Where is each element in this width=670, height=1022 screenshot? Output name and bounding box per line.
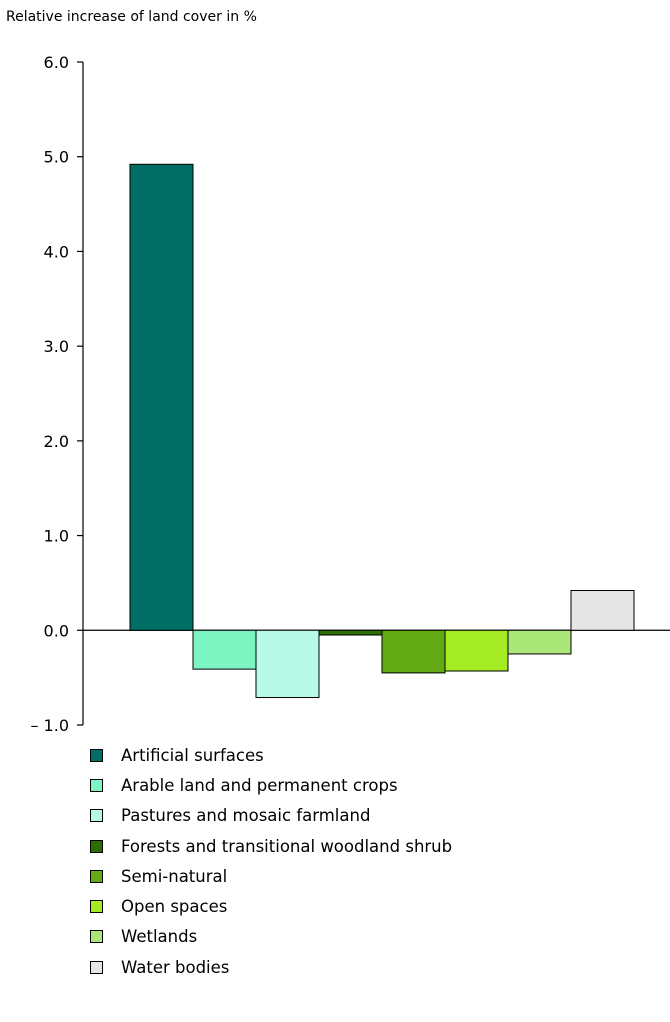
legend-item: Semi-natural <box>90 861 452 891</box>
legend-item: Artificial surfaces <box>90 740 452 770</box>
bar-arable-land-and-permanent-crops <box>192 629 257 670</box>
legend-label: Water bodies <box>121 957 230 977</box>
y-tick-label: – 1.0 <box>30 716 69 735</box>
legend-swatch <box>90 960 103 974</box>
bar-open-spaces <box>444 629 509 672</box>
y-tick-label: 4.0 <box>44 242 69 261</box>
legend-swatch <box>90 809 103 823</box>
legend-swatch <box>90 930 103 944</box>
y-axis-title: Relative increase of land cover in % <box>6 9 257 25</box>
legend-label: Forests and transitional woodland shrub <box>121 836 453 856</box>
bar-pastures-and-mosaic-farmland <box>255 629 320 699</box>
legend-label: Wetlands <box>121 927 198 947</box>
y-tick-label: 6.0 <box>44 53 69 72</box>
bar-forests-and-transitional-woodland-shrub <box>318 629 383 636</box>
bar-artificial-surfaces <box>129 163 194 631</box>
bar-water-bodies <box>570 590 635 631</box>
legend-swatch <box>90 900 103 914</box>
legend-swatch <box>90 778 103 792</box>
legend-swatch <box>90 869 103 883</box>
legend-label: Pastures and mosaic farmland <box>121 806 371 826</box>
legend-label: Semi-natural <box>121 866 228 886</box>
legend-item: Water bodies <box>90 952 452 982</box>
legend-item: Wetlands <box>90 922 452 952</box>
legend-swatch <box>90 839 103 853</box>
legend-item: Open spaces <box>90 891 452 921</box>
y-tick-label: 2.0 <box>44 432 69 451</box>
y-axis-ticks: 6.0 5.0 4.0 3.0 2.0 1.0 0.0 – 1.0 <box>30 53 83 735</box>
legend: Artificial surfaces Arable land and perma… <box>90 740 452 982</box>
legend-label: Artificial surfaces <box>121 745 264 765</box>
y-tick-label: 1.0 <box>44 527 69 546</box>
bar-semi-natural <box>381 629 446 674</box>
legend-item: Pastures and mosaic farmland <box>90 801 452 831</box>
bar-wetlands <box>507 629 572 655</box>
legend-item: Arable land and permanent crops <box>90 770 452 800</box>
y-tick-label: 5.0 <box>44 148 69 167</box>
legend-item: Forests and transitional woodland shrub <box>90 831 452 861</box>
legend-swatch <box>90 748 103 762</box>
legend-label: Arable land and permanent crops <box>121 775 398 795</box>
bars-group <box>129 163 635 699</box>
legend-label: Open spaces <box>121 897 228 917</box>
y-tick-label: 0.0 <box>44 621 69 640</box>
y-tick-label: 3.0 <box>44 337 69 356</box>
bar-chart: 6.0 5.0 4.0 3.0 2.0 1.0 0.0 – 1.0 <box>30 53 670 735</box>
